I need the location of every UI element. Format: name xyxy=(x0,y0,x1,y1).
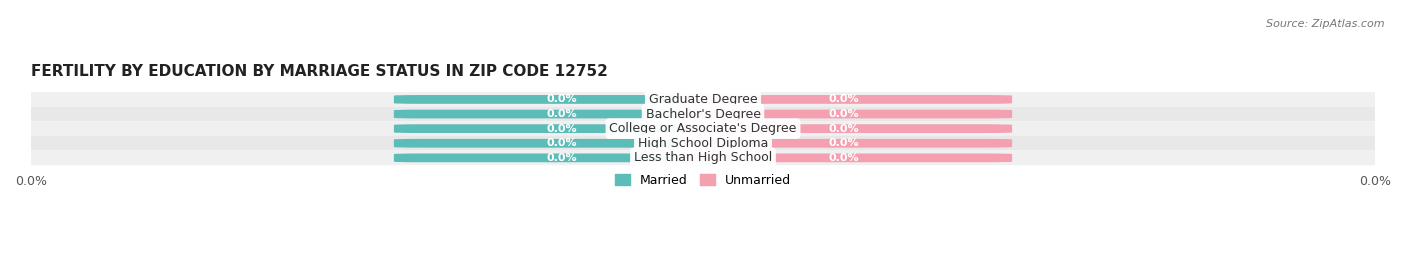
FancyBboxPatch shape xyxy=(394,110,730,118)
Text: 0.0%: 0.0% xyxy=(547,94,578,104)
FancyBboxPatch shape xyxy=(676,110,1012,118)
Text: Less than High School: Less than High School xyxy=(634,151,772,164)
Text: 0.0%: 0.0% xyxy=(547,124,578,134)
FancyBboxPatch shape xyxy=(31,151,1375,165)
Text: Graduate Degree: Graduate Degree xyxy=(648,93,758,106)
Text: 0.0%: 0.0% xyxy=(828,138,859,148)
FancyBboxPatch shape xyxy=(676,139,1012,148)
FancyBboxPatch shape xyxy=(676,154,1012,162)
Legend: Married, Unmarried: Married, Unmarried xyxy=(610,169,796,192)
Text: Bachelor's Degree: Bachelor's Degree xyxy=(645,108,761,121)
FancyBboxPatch shape xyxy=(394,154,730,162)
FancyBboxPatch shape xyxy=(394,124,730,133)
FancyBboxPatch shape xyxy=(394,95,730,104)
Text: 0.0%: 0.0% xyxy=(828,124,859,134)
Text: 0.0%: 0.0% xyxy=(547,153,578,163)
Text: 0.0%: 0.0% xyxy=(828,94,859,104)
Text: High School Diploma: High School Diploma xyxy=(638,137,768,150)
Text: 0.0%: 0.0% xyxy=(828,109,859,119)
FancyBboxPatch shape xyxy=(394,139,730,148)
FancyBboxPatch shape xyxy=(676,124,1012,133)
Text: 0.0%: 0.0% xyxy=(828,153,859,163)
Text: Source: ZipAtlas.com: Source: ZipAtlas.com xyxy=(1267,19,1385,29)
Text: FERTILITY BY EDUCATION BY MARRIAGE STATUS IN ZIP CODE 12752: FERTILITY BY EDUCATION BY MARRIAGE STATU… xyxy=(31,64,607,79)
FancyBboxPatch shape xyxy=(31,107,1375,121)
FancyBboxPatch shape xyxy=(31,92,1375,107)
FancyBboxPatch shape xyxy=(31,136,1375,151)
Text: College or Associate's Degree: College or Associate's Degree xyxy=(609,122,797,135)
Text: 0.0%: 0.0% xyxy=(547,138,578,148)
FancyBboxPatch shape xyxy=(676,95,1012,104)
Text: 0.0%: 0.0% xyxy=(547,109,578,119)
FancyBboxPatch shape xyxy=(31,121,1375,136)
